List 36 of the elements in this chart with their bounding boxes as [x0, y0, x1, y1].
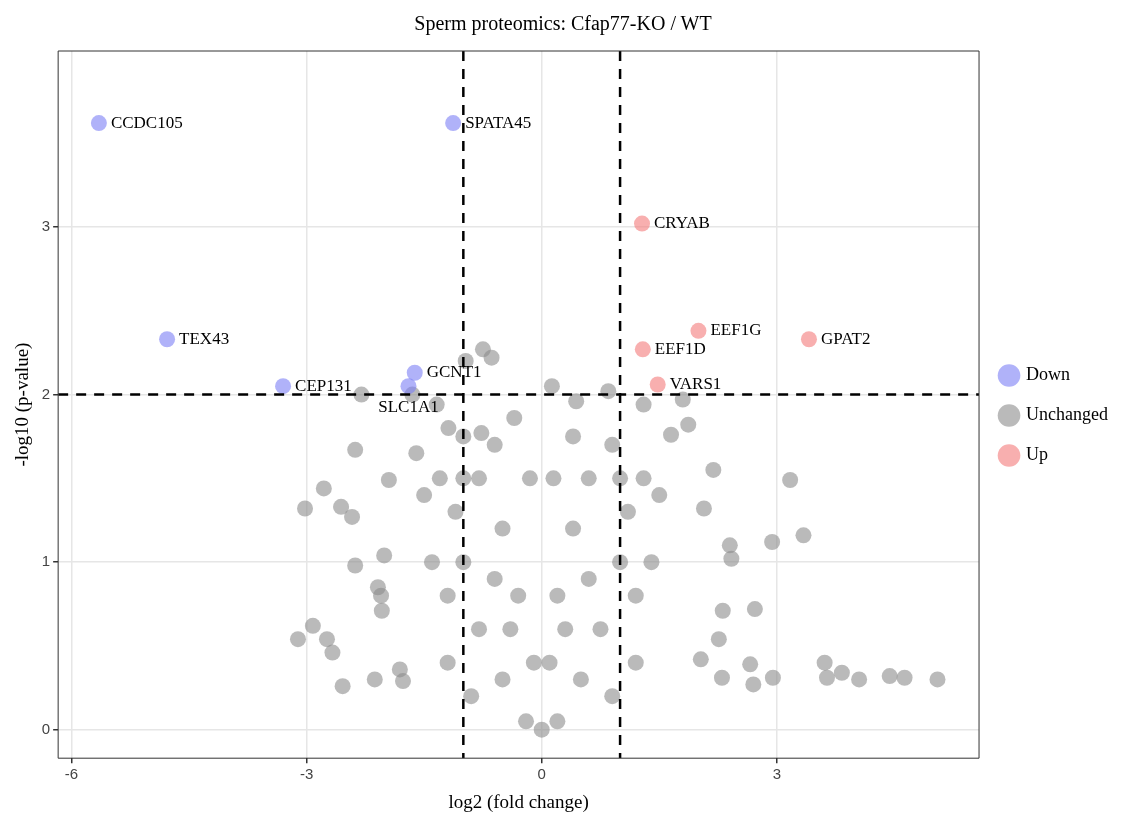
point	[275, 378, 292, 395]
annotation: TEX43	[179, 328, 230, 348]
point	[690, 322, 707, 339]
x-tick-label: -6	[64, 765, 79, 783]
y-tick-label: 1	[41, 552, 51, 570]
annotation: CRYAB	[654, 213, 710, 233]
annotation: CEP131	[295, 375, 352, 395]
point	[400, 378, 417, 395]
annotation: GPAT2	[820, 328, 871, 348]
point	[634, 341, 651, 358]
annotation: CCDC105	[110, 112, 183, 132]
x-tick-label: 0	[537, 765, 546, 783]
chart-title: Sperm proteomics: Cfap77-KO / WT	[414, 12, 712, 36]
x-axis-title: log2 (fold change)	[448, 790, 589, 813]
annotation: VARS1	[669, 373, 722, 393]
annotation: EEF1G	[710, 320, 762, 340]
annotation: SLC1A1	[378, 396, 439, 416]
y-tick-label: 3	[41, 217, 51, 235]
point	[90, 115, 107, 132]
point	[649, 376, 666, 393]
y-tick-label: 0	[41, 719, 51, 737]
y-axis-title: -log10 (p-value)	[11, 342, 34, 467]
point	[445, 115, 462, 132]
point	[800, 331, 817, 348]
annotation: SPATA45	[465, 112, 532, 132]
annotation: GCNT1	[426, 362, 482, 382]
annotation: EEF1D	[654, 338, 706, 358]
legend-label: Up	[1026, 444, 1049, 465]
x-tick-label: -3	[299, 765, 314, 783]
legend-label: Unchanged	[1026, 404, 1108, 425]
point	[406, 364, 423, 381]
point	[634, 215, 651, 232]
y-tick-label: 2	[41, 384, 51, 402]
x-tick-label: 3	[772, 765, 781, 783]
point	[159, 331, 176, 348]
legend-label: Down	[1026, 364, 1071, 385]
